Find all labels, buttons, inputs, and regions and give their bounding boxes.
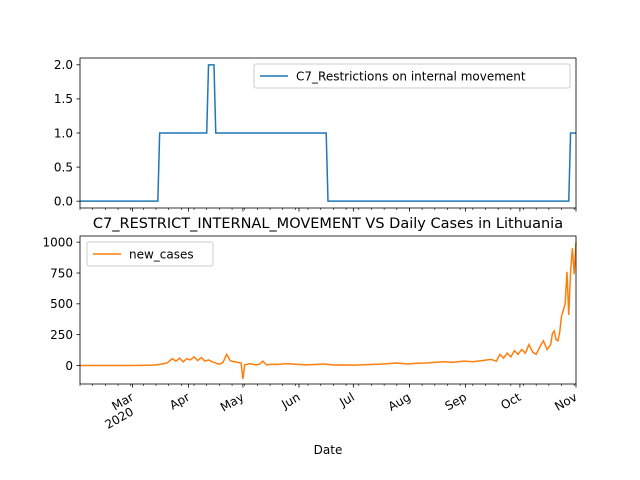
- bottom-axes-frame: [79, 235, 577, 385]
- y-tick-label: 1.5: [54, 92, 73, 106]
- y-tick-label: 0.5: [54, 160, 73, 174]
- y-tick-label: 1.0: [54, 126, 73, 140]
- y-tick-label: 750: [50, 266, 73, 280]
- x-tick-label: Jul: [336, 390, 356, 410]
- bottom-legend: new_cases: [86, 241, 214, 267]
- y-tick-label: 1000: [42, 235, 73, 249]
- bottom-legend-box: [86, 241, 214, 267]
- x-axis-label: Date: [314, 443, 343, 457]
- bottom-series-line: [80, 242, 577, 380]
- top-legend-label: C7_Restrictions on internal movement: [296, 70, 526, 84]
- chart-title: C7_RESTRICT_INTERNAL_MOVEMENT VS Daily C…: [93, 216, 563, 232]
- top-legend: C7_Restrictions on internal movement: [253, 63, 571, 89]
- y-tick-label: 500: [50, 297, 73, 311]
- y-tick-label: 2.0: [54, 58, 73, 72]
- bottom-y-ticks: 0 250 500 750 1000: [42, 235, 80, 373]
- y-tick-label: 250: [50, 328, 73, 342]
- bottom-legend-label: new_cases: [129, 248, 194, 262]
- top-series-line: [80, 64, 576, 202]
- top-axes: 0.0 0.5 1.0 1.5 2.0 C7_Restrictions on inter…: [54, 57, 577, 212]
- y-tick-label: 0: [65, 359, 73, 373]
- top-axes-frame: [79, 57, 577, 209]
- top-y-ticks: 0.0 0.5 1.0 1.5 2.0: [54, 58, 80, 208]
- y-tick-label: 0.0: [54, 194, 73, 208]
- top-legend-box: [253, 63, 571, 89]
